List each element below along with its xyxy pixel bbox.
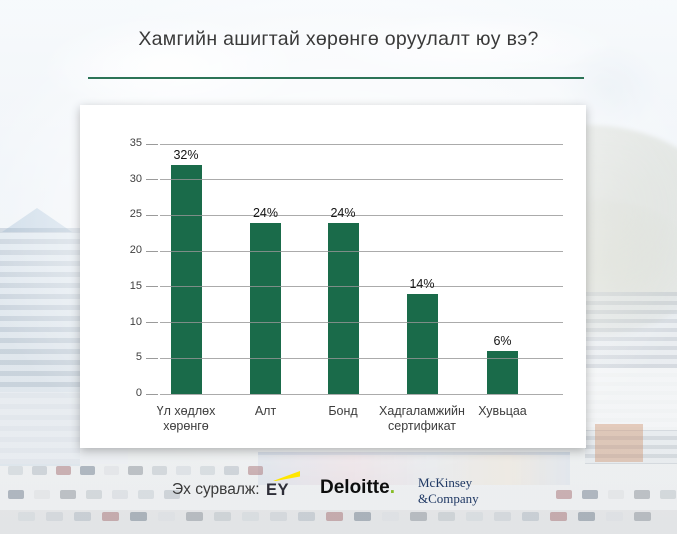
y-tick-label: 20 xyxy=(129,244,142,257)
gridline xyxy=(160,322,563,324)
bar-value-label: 24% xyxy=(252,205,279,220)
source-label: Эх сурвалж: xyxy=(172,481,260,498)
bar-value-label: 6% xyxy=(493,334,512,349)
gridline xyxy=(160,286,563,288)
ey-logo: EY xyxy=(266,469,302,503)
mckinsey-logo-line2: &Company xyxy=(418,490,479,506)
y-tick-mark xyxy=(146,357,158,359)
bar-value-label: 32% xyxy=(173,148,199,163)
deloitte-logo: Deloitte. xyxy=(320,477,395,499)
mckinsey-logo-line1: McKinsey xyxy=(418,475,473,490)
ey-logo-text: EY xyxy=(266,481,290,499)
deloitte-dot-icon: . xyxy=(389,477,395,498)
y-tick-label: 0 xyxy=(135,387,142,399)
gridline xyxy=(160,143,563,145)
y-tick-label: 15 xyxy=(129,279,142,292)
y-tick-mark xyxy=(146,143,158,145)
bar xyxy=(170,165,202,394)
gridline xyxy=(160,357,563,359)
gridline xyxy=(160,250,563,252)
bar-value-label: 24% xyxy=(330,205,356,220)
x-category-label: Алт xyxy=(254,404,277,418)
y-tick-mark xyxy=(146,322,158,324)
mckinsey-logo: McKinsey &Company xyxy=(418,475,479,506)
bar xyxy=(327,222,359,394)
chart-card: 0 5 10 15 20 25 30 35 32% Үл хөдлөх хөрөнгө 24% Алт… xyxy=(80,105,586,448)
x-category-label: Хувьцаа xyxy=(478,404,527,418)
bar-chart: 0 5 10 15 20 25 30 35 32% Үл хөдлөх хөрөнгө 24% Алт… xyxy=(80,105,586,448)
y-tick-label: 5 xyxy=(135,351,142,364)
y-tick-label: 35 xyxy=(129,137,142,149)
gridline xyxy=(160,179,563,181)
x-category-label: Үл хөдлөх хөрөнгө xyxy=(156,404,216,433)
title-underline xyxy=(88,77,584,79)
y-tick-mark xyxy=(146,250,158,252)
bar xyxy=(406,294,438,394)
deloitte-logo-text: Deloitte xyxy=(320,477,390,498)
y-tick-label: 30 xyxy=(129,172,142,185)
page-title: Хамгийн ашигтай хөрөнгө оруулалт юу вэ? xyxy=(138,28,539,50)
y-tick-mark xyxy=(146,286,158,288)
y-tick-mark xyxy=(146,179,158,181)
gridline xyxy=(160,393,563,395)
y-tick-mark xyxy=(146,393,158,395)
y-tick-mark xyxy=(146,214,158,216)
bar xyxy=(250,222,281,394)
gridline xyxy=(160,214,563,216)
ey-beam-icon xyxy=(273,471,300,481)
x-category-label: Хадгаламжийн сертификат xyxy=(379,404,465,433)
x-category-label: Бонд xyxy=(328,404,358,418)
bar-value-label: 14% xyxy=(409,277,435,291)
y-tick-label: 25 xyxy=(129,208,142,221)
y-tick-label: 10 xyxy=(129,315,142,328)
